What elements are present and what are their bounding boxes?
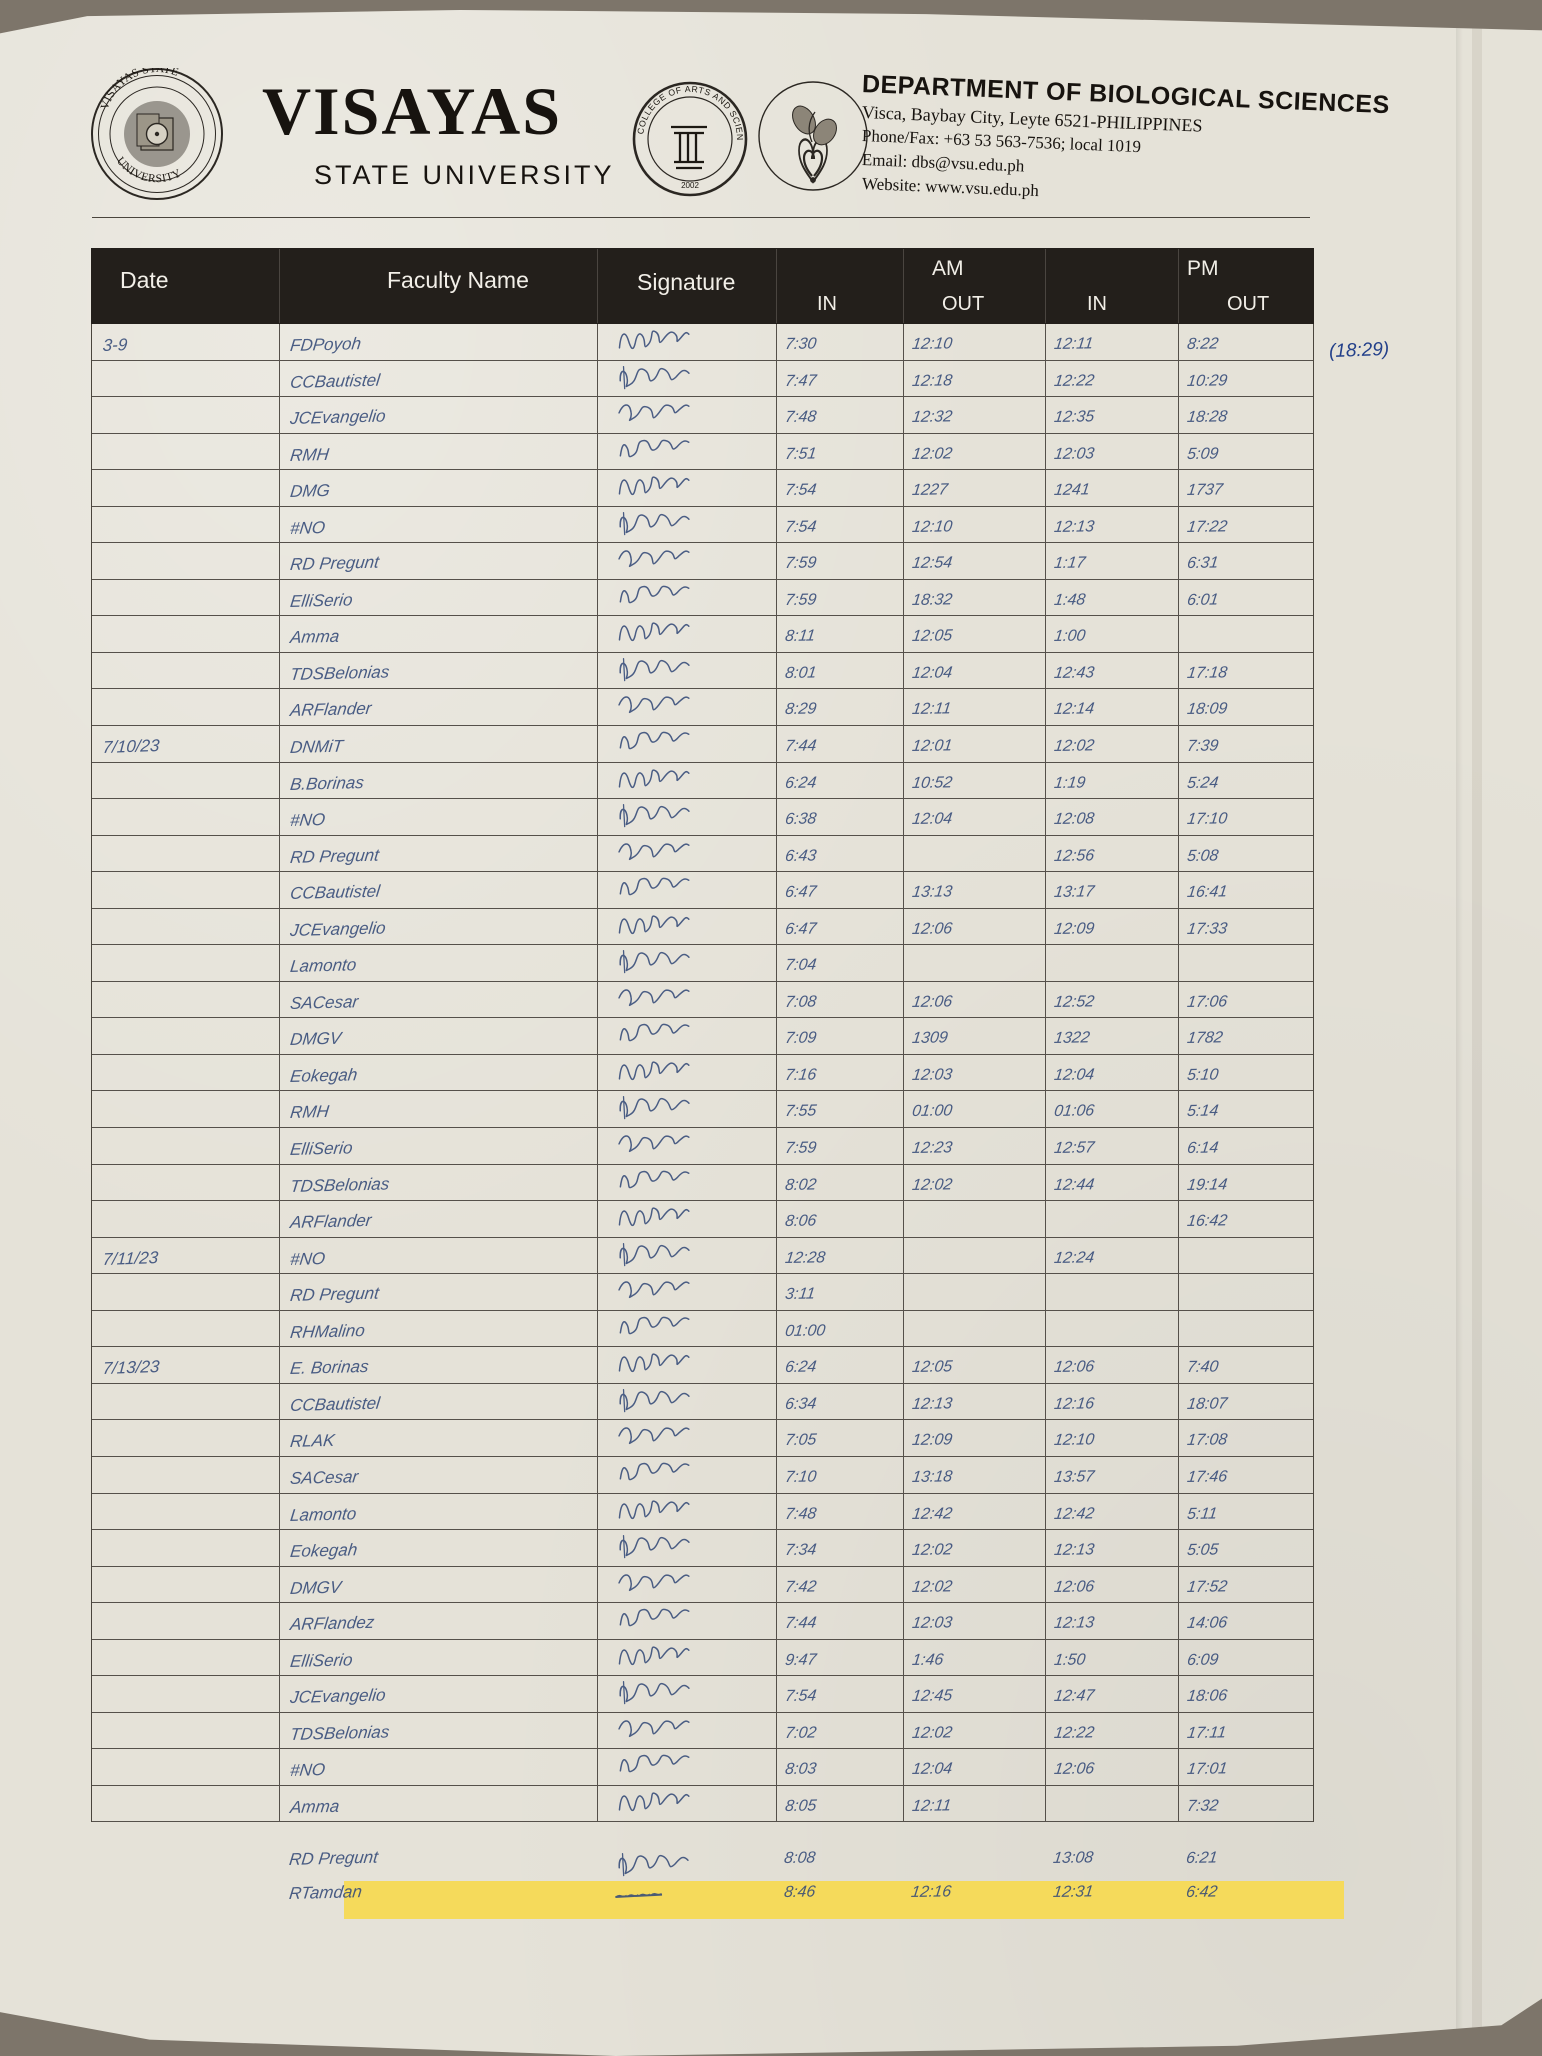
- svg-text:2002: 2002: [681, 181, 699, 190]
